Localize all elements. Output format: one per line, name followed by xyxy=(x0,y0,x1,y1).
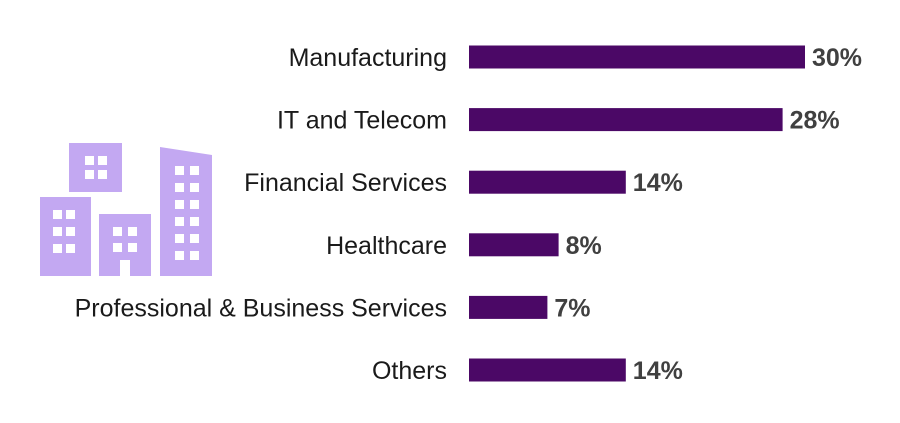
value-label-it-and-telecom: 28% xyxy=(790,107,840,135)
window xyxy=(190,200,199,209)
window xyxy=(175,200,184,209)
window xyxy=(66,210,75,219)
bar-professional-and-business-services xyxy=(469,295,548,319)
window xyxy=(190,234,199,243)
window xyxy=(98,156,107,165)
window xyxy=(128,227,137,236)
value-label-financial-services: 14% xyxy=(633,169,683,197)
value-labels: 30% 28% 14% 8% 7% 14% xyxy=(554,44,862,385)
category-label-healthcare: Healthcare xyxy=(326,232,447,260)
bar-healthcare xyxy=(469,233,559,257)
window xyxy=(98,170,107,179)
bar-others xyxy=(469,358,626,382)
category-label-manufacturing: Manufacturing xyxy=(289,44,447,72)
category-label-it-and-telecom: IT and Telecom xyxy=(277,107,447,135)
window xyxy=(53,244,62,253)
window xyxy=(85,156,94,165)
window xyxy=(175,183,184,192)
category-label-others: Others xyxy=(372,357,447,385)
window xyxy=(85,170,94,179)
window xyxy=(53,210,62,219)
window xyxy=(66,227,75,236)
category-label-professional-and-business-services: Professional & Business Services xyxy=(75,294,447,322)
value-label-professional-and-business-services: 7% xyxy=(554,294,590,322)
window xyxy=(66,244,75,253)
category-labels: Manufacturing IT and Telecom Financial Ser… xyxy=(75,44,447,385)
window xyxy=(175,234,184,243)
window xyxy=(190,251,199,260)
window xyxy=(53,227,62,236)
window xyxy=(113,243,122,252)
bar-financial-services xyxy=(469,170,626,194)
window xyxy=(190,217,199,226)
value-label-manufacturing: 30% xyxy=(812,44,862,72)
building-top xyxy=(69,143,122,192)
bar-manufacturing xyxy=(469,45,805,69)
window xyxy=(190,166,199,175)
door xyxy=(120,260,130,276)
window xyxy=(113,227,122,236)
bars xyxy=(469,45,805,382)
window xyxy=(175,166,184,175)
building-tall xyxy=(160,147,212,276)
buildings-icon xyxy=(40,143,212,276)
category-label-financial-services: Financial Services xyxy=(244,169,447,197)
window xyxy=(175,251,184,260)
window xyxy=(128,243,137,252)
window xyxy=(190,183,199,192)
value-label-healthcare: 8% xyxy=(566,232,602,260)
window xyxy=(175,217,184,226)
building-left xyxy=(40,197,91,276)
value-label-others: 14% xyxy=(633,357,683,385)
bar-it-and-telecom xyxy=(469,108,783,132)
